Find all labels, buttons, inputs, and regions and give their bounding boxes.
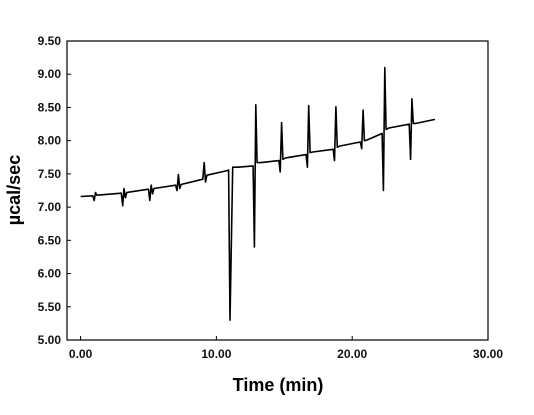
x-tick-label: 0.00 <box>69 347 93 361</box>
x-tick-label: 30.00 <box>473 347 503 361</box>
y-tick-label: 7.50 <box>38 167 62 181</box>
y-tick-label: 8.50 <box>38 100 62 114</box>
plot-frame <box>66 40 489 341</box>
y-axis-title: µcal/sec <box>4 155 24 225</box>
y-tick-label: 5.00 <box>38 333 62 347</box>
x-tick-label: 20.00 <box>337 347 367 361</box>
x-axis: 0.00 10.00 20.00 30.00 <box>69 336 503 361</box>
y-tick-label: 9.50 <box>38 34 62 48</box>
x-tick-label: 10.00 <box>201 347 231 361</box>
y-tick-label: 8.00 <box>38 134 62 148</box>
y-tick-label: 6.50 <box>38 233 62 247</box>
y-tick-label: 6.00 <box>38 267 62 281</box>
y-tick-label: 7.00 <box>38 200 62 214</box>
y-tick-label: 5.50 <box>38 300 62 314</box>
series-line <box>80 66 436 321</box>
y-tick-label: 9.00 <box>38 67 62 81</box>
y-axis: 5.00 5.50 6.00 6.50 7.00 7.50 8.00 8.50 9.00 9.50 <box>38 34 71 347</box>
x-axis-title: Time (min) <box>233 375 324 395</box>
